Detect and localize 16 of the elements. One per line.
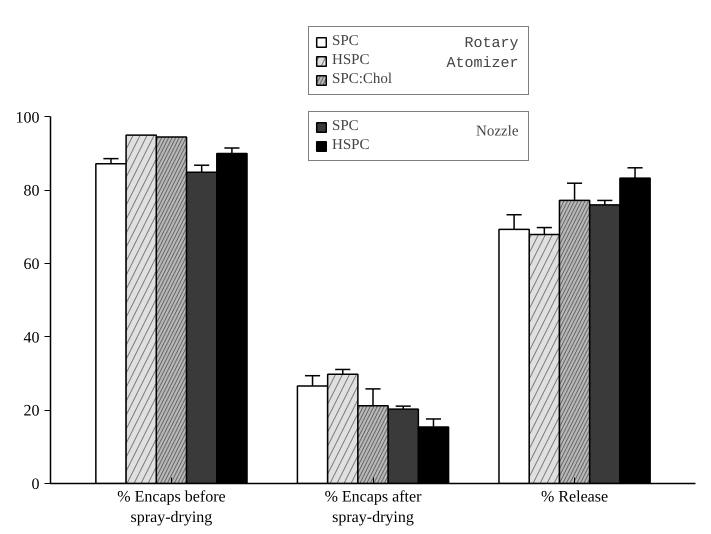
legend-label: SPC:Chol bbox=[332, 71, 394, 88]
text: Rotary Atomizer bbox=[446, 34, 519, 72]
y-tick-label: 60 bbox=[24, 256, 40, 273]
y-tick-label: 20 bbox=[24, 402, 40, 420]
annotation: Nozzle bbox=[476, 124, 519, 140]
x-tick-label: % Encaps after spray-drying bbox=[324, 488, 422, 526]
y-tick-label: 40 bbox=[24, 329, 40, 346]
legend-label: SPC bbox=[332, 118, 359, 134]
y-tick-label: 80 bbox=[24, 182, 40, 200]
y-tick-label: 100 bbox=[16, 109, 40, 126]
legend-label: SPC bbox=[332, 33, 359, 49]
legend-label: HSPC bbox=[332, 52, 370, 68]
y-tick-label: 0 bbox=[32, 476, 40, 493]
x-tick-label: % Encaps before spray-drying bbox=[117, 488, 226, 526]
x-tick-label: % Release bbox=[541, 488, 608, 506]
legend-label: HSPC bbox=[332, 137, 370, 153]
